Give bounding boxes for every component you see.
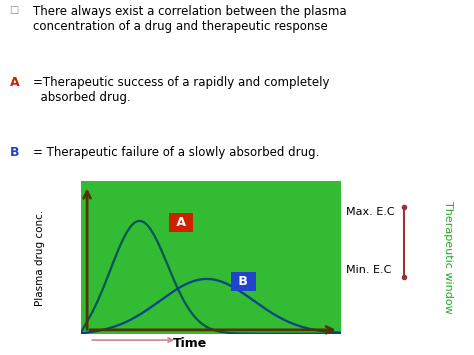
- Text: =Therapeutic success of a rapidly and completely
  absorbed drug.: =Therapeutic success of a rapidly and co…: [33, 76, 330, 104]
- Text: A: A: [9, 76, 19, 89]
- Text: Plasma drug conc.: Plasma drug conc.: [35, 209, 46, 306]
- Text: □: □: [9, 5, 19, 15]
- Text: Time: Time: [173, 337, 207, 350]
- Text: Max. E.C: Max. E.C: [346, 207, 395, 217]
- Text: = Therapeutic failure of a slowly absorbed drug.: = Therapeutic failure of a slowly absorb…: [33, 146, 319, 159]
- Text: Therapeutic window: Therapeutic window: [443, 201, 454, 314]
- Text: Min. E.C: Min. E.C: [346, 264, 392, 274]
- Text: There always exist a correlation between the plasma
concentration of a drug and : There always exist a correlation between…: [33, 5, 347, 33]
- Text: B: B: [9, 146, 19, 159]
- Text: B: B: [235, 275, 253, 288]
- Text: A: A: [172, 216, 190, 229]
